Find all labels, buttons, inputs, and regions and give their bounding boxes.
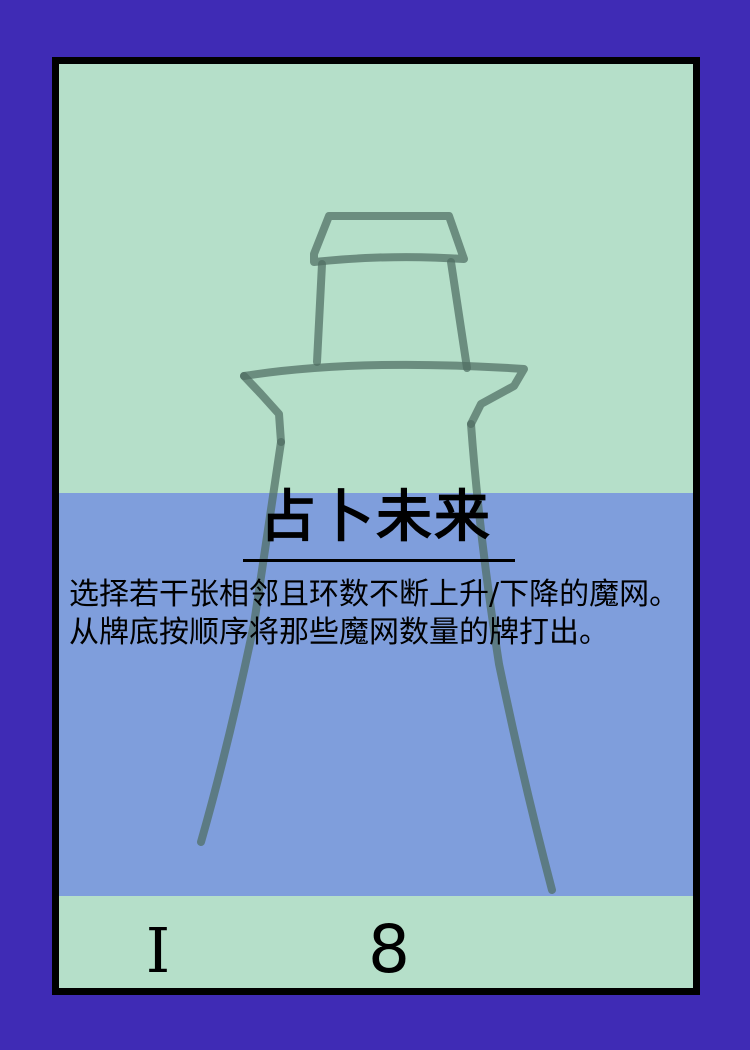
cost-number: 8 bbox=[368, 911, 410, 988]
title-underline bbox=[243, 559, 515, 562]
card-description: 选择若干张相邻且环数不断上升/下降的魔网。从牌底按顺序将那些魔网数量的牌打出。 bbox=[69, 577, 680, 650]
tier-numeral: I bbox=[145, 914, 171, 987]
card-title: 占卜未来 bbox=[260, 485, 492, 550]
card[interactable]: 占卜未来 选择若干张相邻且环数不断上升/下降的魔网。从牌底按顺序将那些魔网数量的… bbox=[52, 57, 700, 995]
lighthouse-icon bbox=[197, 212, 556, 894]
